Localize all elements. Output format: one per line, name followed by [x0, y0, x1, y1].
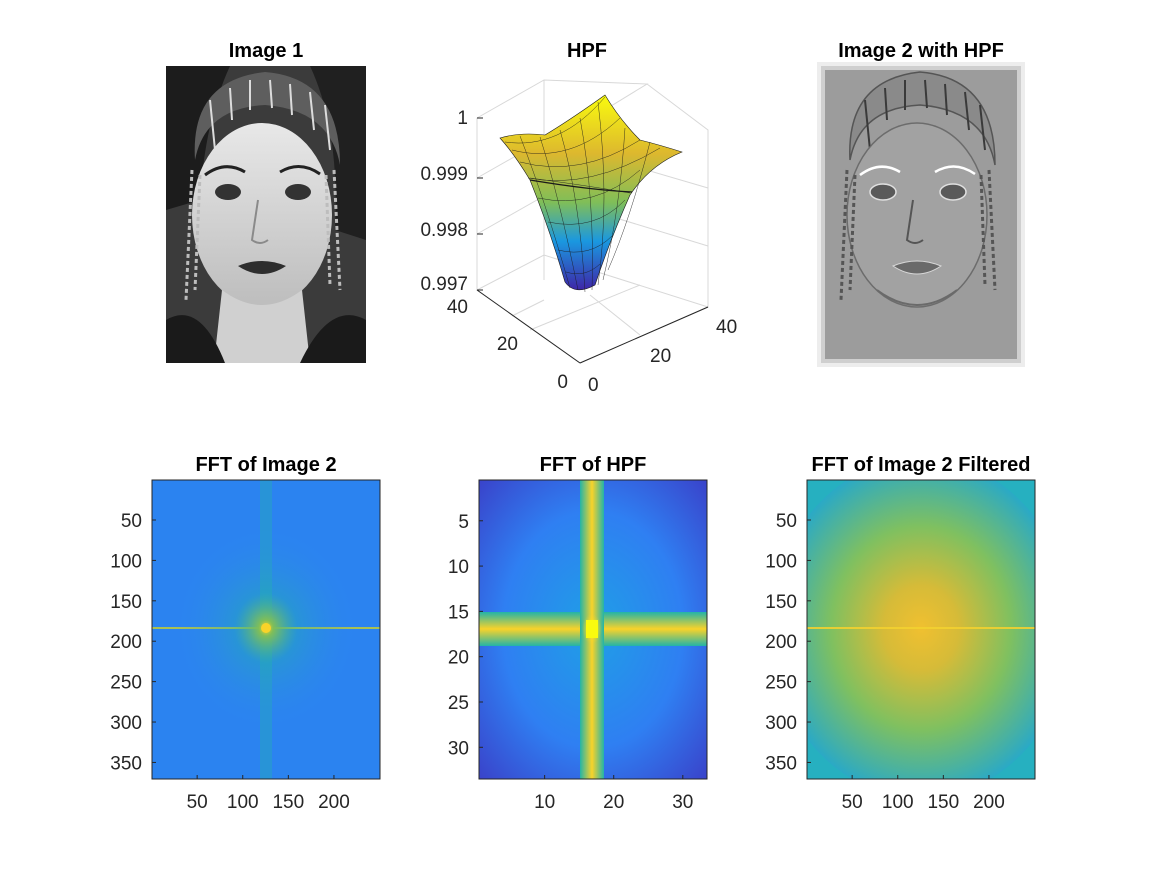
hpf-ztick: 0.998 [420, 220, 468, 241]
fft-filtered-title: FFT of Image 2 Filtered [812, 454, 1031, 476]
fft-image2-ytick-label: 300 [110, 713, 142, 734]
fft-hpf-ytick-label: 10 [448, 557, 469, 578]
fft-image2-ytick-label: 250 [110, 673, 142, 694]
fft-hpf-yticks: 5 10 15 20 25 30 [448, 512, 483, 759]
fft-image2-xtick-label: 200 [318, 792, 350, 813]
subplot-fft-image2: FFT of Image 2 50 100 150 200 250 300 350 50 10… [110, 454, 381, 813]
subplot-image1: Image 1 [166, 40, 366, 363]
image2-hpf-photo [817, 62, 1025, 367]
subplot-fft-image2-filtered: FFT of Image 2 Filtered 50 100 150 200 250 30… [765, 454, 1036, 813]
fft-hpf-heatmap [479, 480, 707, 779]
fft-filtered-axes [806, 479, 1036, 780]
fft-filtered-ytick-label: 350 [765, 753, 797, 774]
fft-hpf-ytick-label: 5 [458, 512, 469, 533]
hpf-x-axis: 0 20 40 [579, 306, 737, 396]
fft-filtered-yticks: 50 100 150 200 250 300 350 [765, 511, 811, 774]
fft-hpf-ytick-label: 30 [448, 738, 469, 759]
fft-filtered-ytick-label: 300 [765, 713, 797, 734]
subplot-fft-hpf: FFT of HPF 5 10 15 20 25 30 10 20 30 [448, 454, 708, 813]
fft-image2-xtick-label: 100 [227, 792, 259, 813]
fft-filtered-heatmap [807, 480, 1035, 779]
fft-image2-xtick-label: 150 [272, 792, 304, 813]
fft-hpf-axes [478, 479, 708, 780]
fft-image2-ytick-label: 350 [110, 753, 142, 774]
image1-photo [166, 66, 366, 363]
fft-filtered-xtick-label: 200 [973, 792, 1005, 813]
fft-filtered-ytick-label: 50 [776, 511, 797, 532]
fft-filtered-ytick-label: 250 [765, 673, 797, 694]
fft-image2-ytick-label: 100 [110, 551, 142, 572]
hpf-ztick: 1 [457, 108, 468, 129]
hpf-xtick: 0 [588, 375, 599, 396]
fft-image2-ytick-label: 50 [121, 511, 142, 532]
fft-hpf-ytick-label: 20 [448, 648, 469, 669]
fft-image2-ytick-label: 150 [110, 592, 142, 613]
fft-filtered-xticks: 50 100 150 200 [842, 775, 1005, 813]
fft-hpf-title: FFT of HPF [540, 454, 647, 476]
hpf-title: HPF [567, 40, 607, 62]
hpf-ytick: 20 [497, 334, 518, 355]
fft-filtered-xtick-label: 50 [842, 792, 863, 813]
fft-image2-xtick-label: 50 [187, 792, 208, 813]
fft-filtered-ytick-label: 100 [765, 551, 797, 572]
fft-image2-ytick-label: 200 [110, 632, 142, 653]
subplot-image2-hpf: Image 2 with HPF [817, 40, 1025, 367]
fft-hpf-ytick-label: 25 [448, 693, 469, 714]
hpf-xtick: 20 [650, 346, 671, 367]
subplot-hpf-surface: HPF [420, 40, 737, 396]
fft-filtered-ytick-label: 200 [765, 632, 797, 653]
fft-hpf-xtick-label: 10 [534, 792, 555, 813]
fft-filtered-xtick-label: 100 [882, 792, 914, 813]
fft-hpf-xtick-label: 30 [672, 792, 693, 813]
fft-image2-yticks: 50 100 150 200 250 300 350 [110, 511, 156, 774]
hpf-ytick: 40 [447, 297, 468, 318]
fft-image2-axes [151, 479, 381, 780]
fft-filtered-xtick-label: 150 [927, 792, 959, 813]
fft-image2-heatmap [152, 480, 380, 779]
fft-hpf-xticks: 10 20 30 [534, 775, 693, 813]
fft-hpf-ytick-label: 15 [448, 602, 469, 623]
fft-image2-title: FFT of Image 2 [195, 454, 336, 476]
fft-image2-xticks: 50 100 150 200 [187, 775, 350, 813]
hpf-surface-mesh [499, 94, 683, 293]
hpf-z-axis: 1 0.999 0.998 0.997 [420, 108, 483, 295]
hpf-ztick: 0.999 [420, 164, 468, 185]
hpf-y-axis: 40 20 0 [447, 289, 581, 393]
fft-filtered-ytick-label: 150 [765, 592, 797, 613]
hpf-ztick: 0.997 [420, 274, 468, 295]
hpf-ytick: 0 [557, 372, 568, 393]
image1-title: Image 1 [229, 40, 303, 62]
image2-hpf-title: Image 2 with HPF [838, 40, 1004, 62]
hpf-xtick: 40 [716, 317, 737, 338]
fft-hpf-xtick-label: 20 [603, 792, 624, 813]
